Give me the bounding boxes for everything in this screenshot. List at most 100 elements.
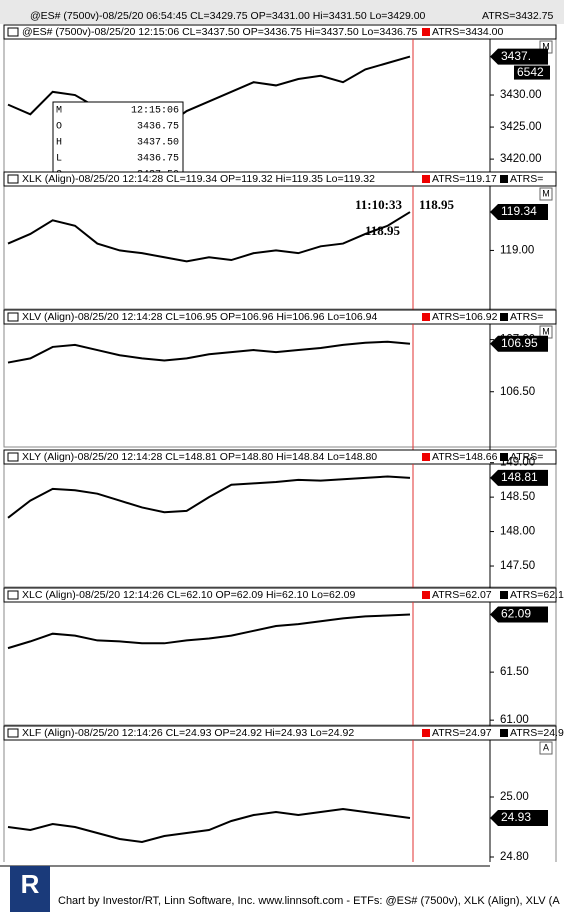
panel-header [3, 171, 557, 187]
corner-label: M [542, 41, 550, 51]
tooltip-value: 3437.50 [137, 138, 179, 149]
axis-area [0, 862, 564, 916]
atrs-swatch [422, 591, 430, 599]
price-line [7, 340, 411, 364]
panel-icon [7, 27, 19, 37]
tooltip-key: H [56, 138, 62, 149]
panel-border [3, 171, 557, 310]
price-tag-bg [490, 335, 548, 352]
panel-border [3, 309, 557, 448]
panel-header [3, 24, 557, 40]
price-tag: 24.93 [501, 810, 531, 824]
y-tick-label: 61.50 [500, 666, 529, 678]
panel-icon [7, 452, 19, 462]
atrs-swatch [422, 453, 430, 461]
footer: Chart by Investor/RT, Linn Software, Inc… [58, 895, 560, 907]
annotation: 11:10:33 [355, 197, 402, 212]
atrs-swatch [500, 313, 508, 321]
panel-icon [7, 728, 19, 738]
price-line [7, 55, 411, 132]
price-line [7, 211, 411, 263]
y-tick-label: 3420.00 [500, 153, 542, 165]
tooltip-value: 12:15:06 [131, 106, 179, 117]
atrs-swatch [500, 729, 508, 737]
atrs-label: ATRS=106.92 [432, 311, 498, 323]
panel-title: XLC (Align)-08/25/20 12:14:26 CL=62.10 O… [22, 589, 355, 601]
logo-letter: R [21, 869, 40, 899]
panel-icon [7, 590, 19, 600]
price-tag: 3437. [501, 49, 531, 63]
atrs-label: ATRS=62.07 [432, 589, 492, 601]
top-header-title: @ES# (7500v)-08/25/20 06:54:45 CL=3429.7… [30, 10, 426, 22]
atrs-label: ATRS= [510, 451, 543, 463]
price-tag: 62.09 [501, 607, 531, 621]
y-tick-label: 148.50 [500, 491, 535, 503]
panel-header [3, 309, 557, 325]
price-tag-bg [490, 810, 548, 826]
annotation: 118.95 [365, 223, 401, 238]
y-tick-label: 148.00 [500, 526, 535, 538]
price-tag-bg [490, 204, 548, 221]
atrs-label: ATRS=3434.00 [432, 26, 503, 38]
atrs-swatch [500, 453, 508, 461]
panel-header [3, 725, 557, 741]
atrs-swatch [422, 175, 430, 183]
corner-button [539, 187, 553, 201]
panel-title: XLY (Align)-08/25/20 12:14:28 CL=148.81 … [22, 451, 377, 463]
atrs-swatch [500, 175, 508, 183]
y-tick-label: 106.50 [500, 386, 535, 398]
tooltip-value: 3436.75 [137, 122, 179, 133]
price-tag-bg [490, 606, 548, 623]
panel-title: @ES# (7500v)-08/25/20 12:15:06 CL=3437.5… [22, 26, 418, 38]
y-tick-label: 24.80 [500, 851, 529, 863]
corner-button [539, 741, 553, 755]
y-tick-label: 119.00 [500, 244, 534, 256]
y-tick-label: 149.00 [500, 457, 535, 469]
atrs-label: ATRS=62.14 [510, 589, 564, 601]
panel-icon [7, 312, 19, 322]
price-tag: 119.34 [501, 204, 537, 218]
atrs-label: ATRS= [510, 173, 543, 185]
price-line [7, 807, 411, 844]
corner-label: M [542, 326, 550, 336]
y-tick-label: 3430.00 [500, 89, 542, 101]
atrs-label: ATRS=119.17 [432, 173, 497, 185]
annotation: 118.95 [419, 197, 455, 212]
price-line [7, 475, 411, 519]
tooltip-value: 3436.75 [137, 154, 179, 165]
panel-icon [7, 174, 19, 184]
volume-tag-bg [514, 65, 550, 80]
atrs-swatch [422, 28, 430, 36]
atrs-label: ATRS=148.66 [432, 451, 498, 463]
panel-border [3, 587, 557, 726]
tooltip-key: L [56, 154, 62, 165]
top-header-bg [0, 0, 564, 24]
panel-title: XLV (Align)-08/25/20 12:14:28 CL=106.95 … [22, 311, 377, 323]
y-tick-label: 25.00 [500, 791, 529, 803]
atrs-swatch [500, 591, 508, 599]
y-tick-label: 61.00 [500, 714, 529, 726]
atrs-swatch [422, 729, 430, 737]
logo [10, 866, 50, 912]
atrs-swatch [422, 313, 430, 321]
corner-label: M [542, 188, 550, 198]
price-tag-bg [490, 469, 548, 486]
price-tag: 148.81 [501, 470, 538, 484]
panel-header [3, 587, 557, 603]
price-line [7, 613, 411, 650]
atrs-label: ATRS=24.94 [510, 727, 564, 739]
atrs-label: ATRS= [510, 311, 543, 323]
price-tag-bg [490, 48, 548, 65]
y-tick-label: 3425.00 [500, 121, 542, 133]
panel-title: XLF (Align)-08/25/20 12:14:26 CL=24.93 O… [22, 727, 354, 739]
tooltip-key: M [56, 106, 62, 117]
price-tag: 106.95 [501, 336, 538, 350]
tooltip-key: O [56, 122, 62, 133]
atrs-label: ATRS=24.97 [432, 727, 492, 739]
panel-header [3, 449, 557, 465]
top-header-atrs: ATRS=3432.75 [482, 10, 553, 22]
y-tick-label: 147.50 [500, 560, 535, 572]
panel-border [3, 725, 557, 864]
panel-title: XLK (Align)-08/25/20 12:14:28 CL=119.34 … [22, 173, 375, 185]
